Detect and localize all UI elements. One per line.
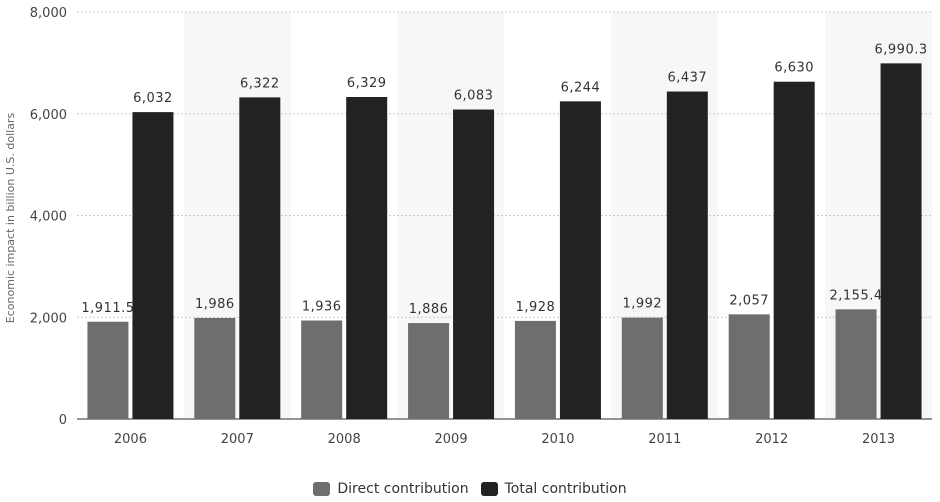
value-label: 1,936 xyxy=(302,300,342,315)
bar-total-contribution[interactable] xyxy=(773,81,815,419)
x-tick-label: 2009 xyxy=(435,432,468,447)
legend-swatch-total xyxy=(480,482,498,496)
bars xyxy=(87,63,922,420)
y-axis-ticks: 0 2,000 4,000 6,000 8,000 xyxy=(30,6,67,428)
value-label: 6,630 xyxy=(774,61,814,76)
x-tick-label: 2010 xyxy=(541,432,574,447)
value-label: 6,244 xyxy=(561,80,601,95)
bar-total-contribution[interactable] xyxy=(453,109,495,419)
bar-chart: 0 2,000 4,000 6,000 8,000 Economic impact in… xyxy=(4,6,932,447)
legend-swatch-direct xyxy=(313,482,331,496)
y-tick-label: 0 xyxy=(59,413,67,428)
value-label: 1,911.5 xyxy=(81,301,134,316)
value-label: 2,057 xyxy=(729,293,769,308)
x-tick-label: 2008 xyxy=(328,432,361,447)
bar-direct-contribution[interactable] xyxy=(514,320,556,419)
legend-item-direct[interactable]: Direct contribution xyxy=(313,481,469,497)
y-tick-label: 6,000 xyxy=(30,108,67,123)
value-label: 6,990.3 xyxy=(875,42,928,57)
bar-total-contribution[interactable] xyxy=(559,101,601,420)
bar-direct-contribution[interactable] xyxy=(408,323,450,419)
bar-total-contribution[interactable] xyxy=(880,63,922,419)
x-tick-label: 2012 xyxy=(755,432,788,447)
bar-direct-contribution[interactable] xyxy=(621,317,663,419)
value-label: 6,032 xyxy=(133,91,173,106)
bar-direct-contribution[interactable] xyxy=(301,320,343,419)
y-axis-title: Economic impact in billion U.S. dollars xyxy=(4,113,17,324)
value-label: 1,928 xyxy=(516,300,556,315)
value-label: 1,992 xyxy=(622,297,662,312)
x-tick-label: 2006 xyxy=(114,432,147,447)
legend-label-direct: Direct contribution xyxy=(337,481,469,497)
legend: Direct contribution Total contribution xyxy=(0,481,940,497)
value-label: 6,322 xyxy=(240,76,280,91)
value-label: 6,083 xyxy=(454,89,494,104)
y-tick-label: 4,000 xyxy=(30,210,67,225)
bar-direct-contribution[interactable] xyxy=(87,321,129,419)
bar-total-contribution[interactable] xyxy=(666,91,708,419)
bar-total-contribution[interactable] xyxy=(239,97,281,419)
value-label: 1,886 xyxy=(409,302,449,317)
y-tick-label: 2,000 xyxy=(30,311,67,326)
legend-label-total: Total contribution xyxy=(504,481,627,497)
x-tick-label: 2013 xyxy=(862,432,895,447)
bar-direct-contribution[interactable] xyxy=(194,317,236,419)
bar-direct-contribution[interactable] xyxy=(835,309,877,419)
value-label: 2,155.4 xyxy=(830,288,883,303)
x-tick-label: 2011 xyxy=(648,432,681,447)
y-tick-label: 8,000 xyxy=(30,6,67,21)
x-tick-label: 2007 xyxy=(221,432,254,447)
bar-direct-contribution[interactable] xyxy=(728,314,770,419)
value-label: 6,437 xyxy=(667,71,707,86)
bar-total-contribution[interactable] xyxy=(346,97,388,420)
value-label: 6,329 xyxy=(347,76,387,91)
legend-item-total[interactable]: Total contribution xyxy=(480,481,627,497)
value-label: 1,986 xyxy=(195,297,235,312)
value-labels: 1,911.5 6,032 1,986 6,322 1,936 6,329 1,886 6,0… xyxy=(81,42,927,317)
x-axis-ticks: 2006 2007 2008 2009 2010 2011 2012 2013 xyxy=(114,432,895,447)
bar-total-contribution[interactable] xyxy=(132,112,174,419)
